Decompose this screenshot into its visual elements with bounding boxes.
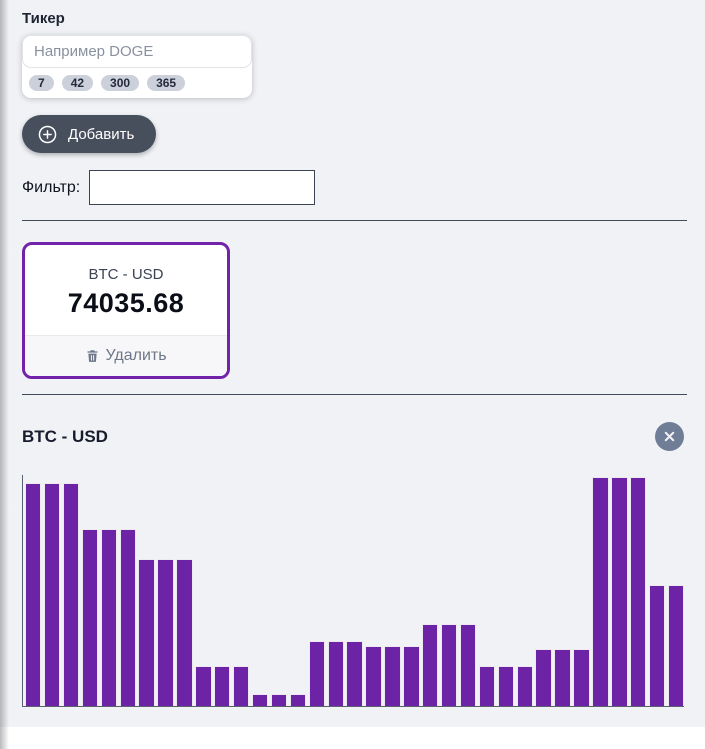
period-badge-365[interactable]: 365: [147, 75, 186, 91]
chart-bar-31: [592, 477, 609, 706]
ticker-input-card: 7 42 300 365: [22, 35, 252, 98]
close-icon[interactable]: [655, 422, 684, 451]
chart-bar-15: [289, 694, 307, 706]
divider-bottom: [22, 394, 687, 395]
chart-bar-32: [611, 477, 628, 706]
delete-button-label: Удалить: [105, 347, 167, 364]
price-bar-chart: [22, 475, 685, 707]
period-badge-42[interactable]: 42: [61, 75, 94, 91]
chart-bar-13: [251, 694, 269, 706]
ticker-input[interactable]: [22, 35, 252, 68]
chart-header: BTC - USD: [22, 422, 685, 451]
divider-top: [22, 220, 687, 221]
chart-bar-27: [516, 665, 533, 706]
chart-bar-20: [384, 645, 401, 706]
chart-bar-22: [422, 624, 439, 706]
chart-bar-6: [119, 529, 136, 706]
chart-bar-5: [100, 529, 118, 706]
ticker-card-price: 74035.68: [67, 288, 185, 318]
chart-bar-25: [478, 665, 496, 706]
app-main: Тикер 7 42 300 365 Добавить Фильтр: BTC - U…: [0, 0, 705, 727]
chart-bar-23: [440, 624, 458, 706]
filter-row: Фильтр:: [22, 170, 685, 205]
chart-bar-16: [308, 641, 325, 706]
trash-icon: [85, 348, 100, 364]
ticker-label: Тикер: [22, 10, 65, 27]
filter-input[interactable]: [89, 170, 316, 205]
chart-bar-19: [365, 645, 382, 706]
chart-bar-33: [630, 477, 647, 706]
add-button[interactable]: Добавить: [22, 115, 157, 153]
chart-bar-35: [667, 584, 685, 706]
chart-bar-3: [62, 483, 80, 706]
period-badge-7[interactable]: 7: [29, 75, 54, 91]
chart-bar-29: [554, 649, 571, 706]
chart-bar-4: [81, 529, 99, 706]
chart-bar-30: [573, 649, 590, 706]
chart-bar-12: [232, 665, 250, 706]
ticker-card-title: BTC - USD: [88, 266, 164, 283]
chart-bar-9: [176, 559, 193, 706]
ticker-card-body: BTC - USD 74035.68: [25, 245, 227, 335]
chart-bar-10: [195, 665, 212, 706]
chart-bar-14: [270, 694, 288, 706]
ticker-card-btc-usd[interactable]: BTC - USD 74035.68 Удалить: [22, 242, 230, 379]
chart-bar-1: [25, 483, 42, 706]
period-badge-row: 7 42 300 365: [22, 68, 252, 91]
plus-circle-icon: [37, 124, 58, 145]
chart-bar-34: [648, 584, 666, 706]
chart-bar-26: [497, 665, 515, 706]
chart-bar-8: [157, 559, 174, 706]
chart-bar-17: [327, 641, 344, 706]
filter-label: Фильтр:: [22, 178, 81, 196]
chart-bar-28: [535, 649, 552, 706]
chart-bar-11: [214, 665, 231, 706]
add-button-label: Добавить: [68, 125, 135, 143]
chart-bar-21: [403, 645, 420, 706]
delete-button[interactable]: Удалить: [25, 335, 227, 376]
chart-bar-18: [346, 641, 363, 706]
chart-bar-7: [138, 559, 155, 706]
period-badge-300[interactable]: 300: [101, 75, 140, 91]
chart-title: BTC - USD: [22, 426, 108, 446]
chart-bar-2: [43, 483, 61, 706]
chart-bar-24: [459, 624, 477, 706]
